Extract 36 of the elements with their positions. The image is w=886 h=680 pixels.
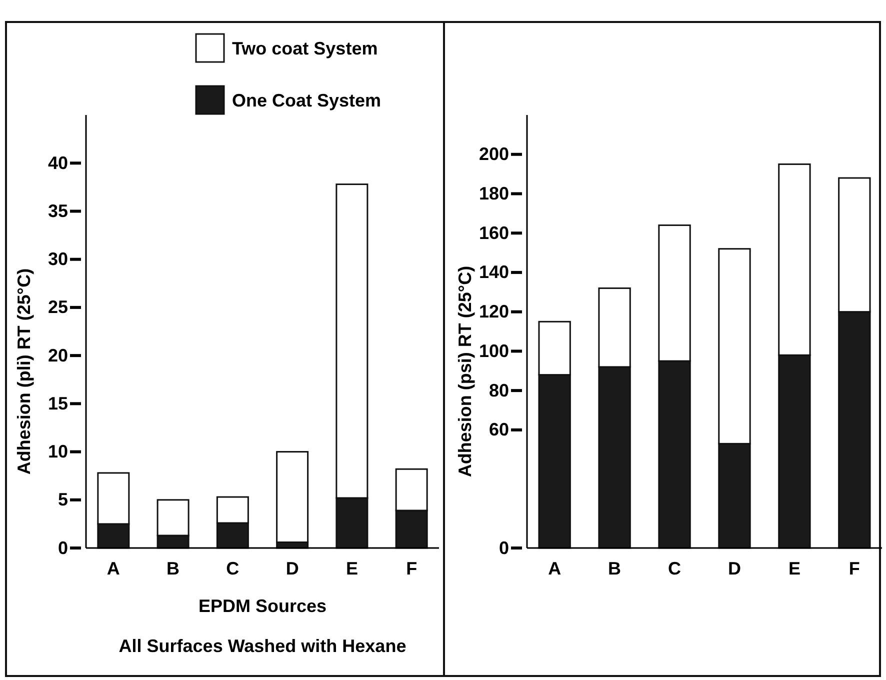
y-tick-label: 35 (48, 200, 68, 221)
y-tick-label: 200 (478, 144, 509, 164)
y-axis-title: Adhesion (psi) RT (25°C) (455, 266, 475, 478)
x-tick-label: C (226, 558, 240, 578)
x-tick-label: F (848, 558, 860, 578)
y-tick-label: 80 (488, 380, 509, 400)
x-tick-label: A (548, 558, 562, 578)
y-tick-label: 0 (498, 538, 509, 558)
text: All Surfaces Washed with Hexane (118, 636, 406, 656)
y-tick-label: 40 (48, 152, 68, 173)
y-tick-label: 30 (48, 249, 68, 270)
y-tick-label: 160 (478, 222, 509, 243)
x-tick-label: D (728, 558, 741, 578)
legend-label: One Coat System (232, 90, 382, 110)
y-tick-label: 60 (488, 420, 509, 440)
y-tick-label: 120 (478, 302, 509, 322)
y-tick-label: 5 (58, 490, 68, 510)
y-axis-title: Adhesion (pli) RT (25°C) (14, 268, 34, 475)
y-tick-label: 25 (48, 297, 68, 318)
x-tick-label: B (608, 558, 622, 578)
x-tick-label: A (106, 558, 120, 578)
y-tick-label: 140 (478, 262, 509, 282)
y-tick-label: 180 (478, 183, 509, 204)
y-tick-label: 20 (48, 345, 68, 366)
x-tick-label: D (286, 558, 299, 578)
x-tick-label: B (166, 558, 180, 578)
x-axis-title: EPDM Sources (198, 596, 327, 616)
x-tick-label: C (668, 558, 682, 578)
y-tick-label: 100 (478, 340, 509, 361)
y-tick-label: 10 (48, 442, 68, 462)
x-tick-label: F (406, 558, 418, 578)
y-tick-label: 0 (58, 538, 68, 558)
y-tick-label: 15 (48, 393, 68, 414)
x-tick-label: E (346, 558, 358, 578)
legend-label: Two coat System (232, 38, 378, 58)
x-tick-label: E (788, 558, 800, 578)
